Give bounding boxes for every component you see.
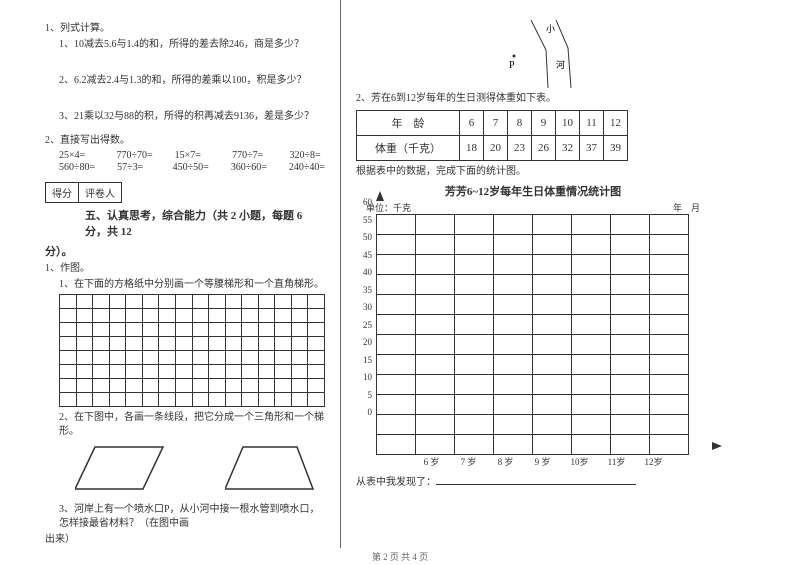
grader-label: 评卷人: [79, 183, 121, 202]
calc: 57÷3=: [117, 162, 150, 173]
parallelogram-icon: [75, 445, 165, 491]
q1-1: 1、10减去5.6与1.4的和，所得的差去除246，商是多少？: [45, 38, 325, 52]
q2r: 2、芳在6到12岁每年的生日测得体重如下表。: [356, 92, 710, 106]
calc: 320÷8=: [290, 150, 325, 161]
calc: 770÷70=: [116, 150, 152, 161]
page-footer: 第 2 页 共 4 页: [0, 550, 800, 563]
found: 从表中我发现了：: [356, 474, 710, 490]
calc-row-2: 560÷80= 57÷3= 450÷50= 360÷60= 240÷40=: [45, 162, 325, 173]
calc: 450÷50=: [173, 162, 209, 173]
weight-table: 年 龄6789101112 体重（千克）18202326323739: [356, 110, 628, 161]
table-note: 根据表中的数据，完成下面的统计图。: [356, 165, 710, 179]
chart-unit: 单位：千克: [366, 201, 411, 214]
calc: 560÷80=: [59, 162, 95, 173]
arrow-right-icon: [710, 442, 722, 450]
chart-grid: [376, 214, 689, 455]
river-diagram: P 小 河: [506, 20, 606, 90]
svg-text:小: 小: [546, 24, 555, 34]
p1-3b: 出来）: [45, 533, 325, 547]
y-labels: 605550454035302520151050: [354, 197, 372, 425]
svg-text:P: P: [509, 60, 515, 71]
drawing-grid: [59, 294, 325, 407]
chart: 单位：千克 年 月 605550454035302520151050 6 岁7 …: [356, 201, 710, 468]
section-5: 五、认真思考，综合能力（共 2 小题，每题 6 分，共 12: [85, 207, 325, 239]
q2-title: 2、直接写出得数。: [45, 134, 325, 148]
chart-title: 芳芳6~12岁每年生日体重情况统计图: [356, 183, 710, 199]
calc: 240÷40=: [289, 162, 325, 173]
score-box: 得分 评卷人: [45, 182, 122, 203]
arrow-up-icon: [376, 191, 384, 203]
calc: 360÷60=: [231, 162, 267, 173]
p1-2: 2、在下图中，各画一条线段，把它分成一个三角形和一个梯形。: [45, 411, 325, 439]
quad-row: [45, 445, 325, 491]
svg-text:河: 河: [556, 59, 565, 70]
p1-1: 1、在下面的方格纸中分别画一个等腰梯形和一个直角梯形。: [45, 278, 325, 292]
p1: 1、作图。: [45, 262, 325, 276]
trapezoid-icon: [225, 445, 315, 491]
calc: 15×7=: [175, 150, 210, 161]
q1-title: 1、列式计算。: [45, 22, 325, 36]
q1-2: 2、6.2减去2.4与1.3的和，所得的差乘以100，积是多少？: [45, 74, 325, 88]
fen: 分）。: [45, 245, 325, 260]
x-labels: 6 岁7 岁8 岁9 岁10岁11岁12岁: [376, 455, 710, 468]
calc-row-1: 25×4= 770÷70= 15×7= 770÷7= 320÷8=: [45, 150, 325, 161]
score-label: 得分: [46, 183, 79, 202]
calc: 25×4=: [59, 150, 94, 161]
q1-3: 3、21乘以32与88的积，所得的积再减去9136，差是多少？: [45, 110, 325, 124]
chart-date: 年 月: [673, 201, 700, 214]
calc: 770÷7=: [232, 150, 267, 161]
p1-3: 3、河岸上有一个喷水口P，从小河中接一根水管到喷水口，怎样接最省材料？（在图中画: [45, 503, 325, 531]
